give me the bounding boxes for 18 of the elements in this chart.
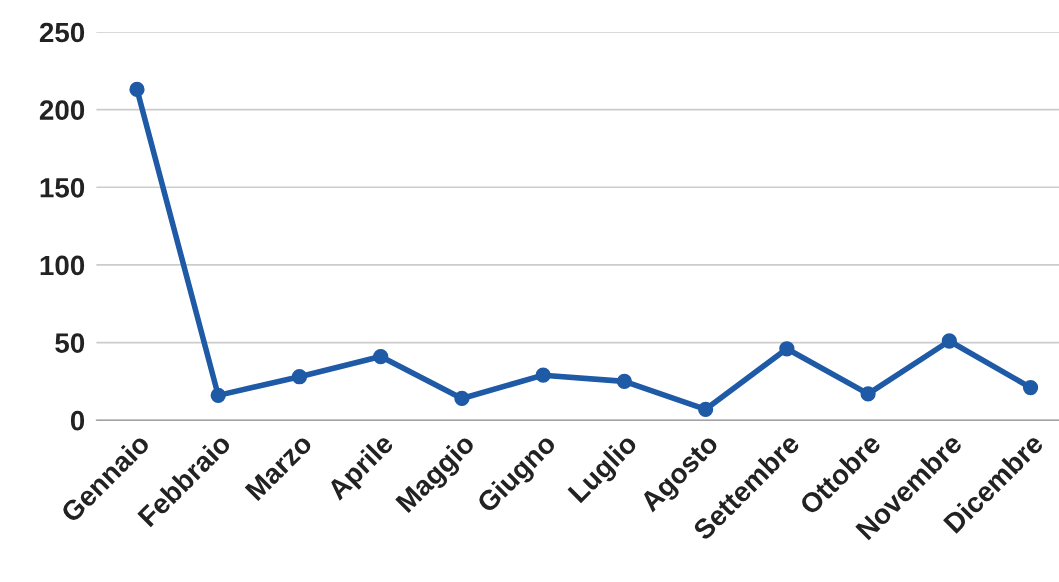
y-tick-label: 100 <box>40 255 85 276</box>
point <box>535 367 551 383</box>
point <box>454 390 470 407</box>
point <box>941 333 957 349</box>
point <box>697 401 714 417</box>
y-tick-label: 0 <box>70 410 85 431</box>
point <box>616 373 633 390</box>
point <box>291 369 308 385</box>
y-tick-label: 50 <box>55 333 85 353</box>
y-tick-label: 150 <box>40 177 85 198</box>
point <box>210 387 226 403</box>
point <box>129 81 145 98</box>
point <box>860 386 876 402</box>
point <box>779 341 795 357</box>
y-tick-label: 200 <box>39 100 85 120</box>
point <box>1022 379 1039 396</box>
y-tick-label: 250 <box>39 22 85 43</box>
point <box>373 348 389 365</box>
